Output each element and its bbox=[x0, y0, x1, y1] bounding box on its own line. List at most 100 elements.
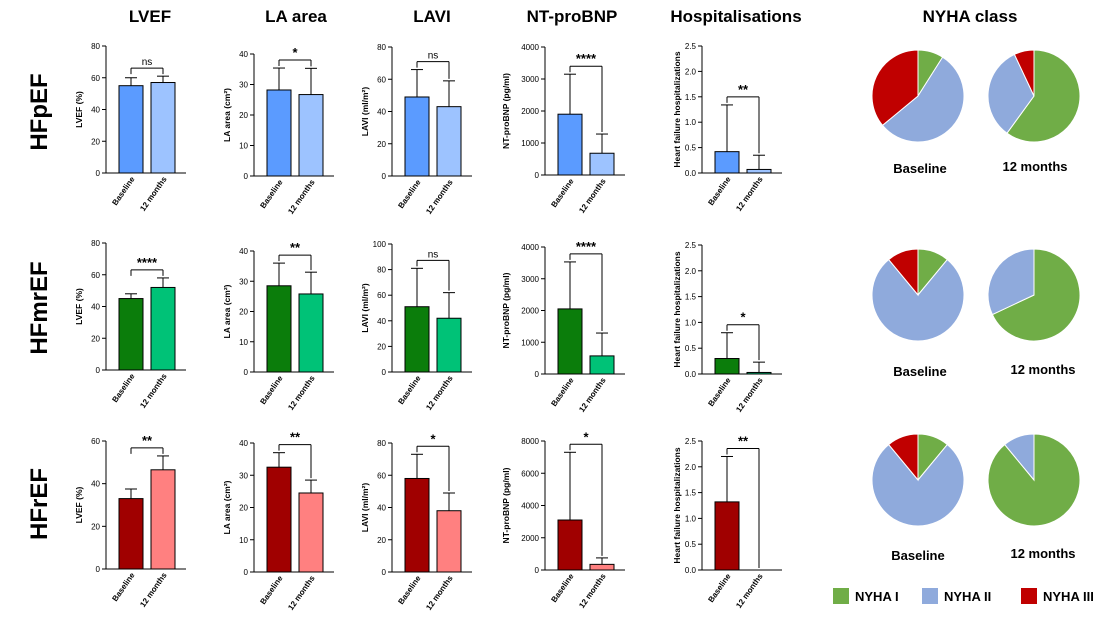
row-label-hfpef: HFpEF bbox=[26, 73, 53, 150]
legend-label-nyha-ii: NYHA II bbox=[944, 589, 991, 604]
sig-label: **** bbox=[576, 51, 597, 66]
panel-hfmref-la-area: 0 10 20 30 40 LA area (cm²) Baseline 12 months *… bbox=[222, 240, 334, 412]
y-tick-label: 60 bbox=[91, 271, 100, 280]
y-axis-label: LAVI (ml/m²) bbox=[360, 283, 370, 333]
y-tick-label: 2.5 bbox=[685, 241, 697, 250]
pie-caption-hfpef-baseline: Baseline bbox=[893, 161, 946, 176]
sig-label: ** bbox=[142, 433, 153, 448]
y-tick-label: 1.0 bbox=[685, 118, 697, 127]
pie-slice-nyha-ii bbox=[871, 443, 965, 527]
y-tick-label: 2.0 bbox=[685, 267, 697, 276]
legend-swatch-nyha-ii bbox=[922, 588, 938, 604]
y-tick-label: 30 bbox=[239, 81, 248, 90]
x-tick-label: Baseline bbox=[110, 571, 137, 604]
bar-baseline bbox=[557, 113, 583, 176]
y-tick-label: 0 bbox=[535, 566, 540, 575]
y-tick-label: 2000 bbox=[521, 534, 539, 543]
y-tick-label: 2000 bbox=[521, 307, 539, 316]
pie-slice-nyha-iii bbox=[1013, 49, 1035, 97]
y-tick-label: 60 bbox=[91, 437, 100, 446]
bar-baseline bbox=[118, 298, 144, 371]
y-tick-label: 0.5 bbox=[685, 144, 697, 153]
panel-hfpef-lvef: 0 20 40 60 80 LVEF (%) Baseline 12 months ns bbox=[74, 42, 186, 213]
bar-12-months bbox=[436, 510, 462, 573]
pie-slice-nyha-ii bbox=[987, 53, 1035, 134]
x-tick-label: Baseline bbox=[706, 572, 733, 605]
y-tick-label: 0.0 bbox=[685, 566, 697, 575]
x-tick-label: Baseline bbox=[706, 175, 733, 208]
x-tick-label: 12 months bbox=[424, 574, 455, 612]
y-axis-label: LAVI (ml/m²) bbox=[360, 87, 370, 137]
y-tick-label: 10 bbox=[239, 536, 248, 545]
y-tick-label: 1.5 bbox=[685, 489, 697, 498]
y-tick-label: 4000 bbox=[521, 502, 539, 511]
y-tick-label: 3000 bbox=[521, 275, 539, 284]
x-tick-label: Baseline bbox=[549, 177, 576, 210]
bar-baseline bbox=[557, 308, 583, 375]
sig-label: * bbox=[740, 310, 746, 325]
y-tick-label: 40 bbox=[377, 317, 386, 326]
y-tick-label: 4000 bbox=[521, 243, 539, 252]
y-tick-label: 80 bbox=[91, 42, 100, 51]
x-tick-label: 12 months bbox=[577, 376, 608, 414]
nyha-legend: NYHA I NYHA II NYHA III bbox=[833, 588, 1094, 604]
pie-caption-hfmref-baseline: Baseline bbox=[893, 364, 946, 379]
panel-hfpef-lavi: 0 20 40 60 80 LAVI (ml/m²) Baseline 12 months ns bbox=[360, 43, 472, 216]
y-axis-label: Heart failure hospitalizations bbox=[672, 251, 682, 367]
y-tick-label: 20 bbox=[239, 111, 248, 120]
bar-baseline bbox=[266, 466, 292, 573]
y-tick-label: 0.5 bbox=[685, 540, 697, 549]
y-tick-label: 100 bbox=[373, 240, 387, 249]
col-header-hospitalisations: Hospitalisations bbox=[670, 7, 801, 26]
legend-label-nyha-i: NYHA I bbox=[855, 589, 899, 604]
panel-hfref-lvef: 0 20 40 60 LVEF (%) Baseline 12 months ** bbox=[74, 433, 186, 609]
y-tick-label: 80 bbox=[91, 239, 100, 248]
y-axis-label: LVEF (%) bbox=[74, 91, 84, 128]
y-axis-label: LA area (cm²) bbox=[222, 480, 232, 534]
y-tick-label: 80 bbox=[377, 43, 386, 52]
x-tick-label: Baseline bbox=[396, 574, 423, 607]
sig-label: ns bbox=[428, 51, 439, 62]
y-tick-label: 20 bbox=[239, 504, 248, 513]
y-axis-label: LA area (cm²) bbox=[222, 88, 232, 142]
y-axis-label: LA area (cm²) bbox=[222, 284, 232, 338]
y-tick-label: 40 bbox=[239, 439, 248, 448]
x-tick-label: Baseline bbox=[706, 376, 733, 409]
bar-12-months bbox=[746, 168, 772, 174]
x-tick-label: 12 months bbox=[734, 175, 765, 213]
sig-label: ** bbox=[290, 430, 301, 445]
row-label-hfref: HFrEF bbox=[26, 468, 53, 540]
pie-slice-nyha-ii bbox=[881, 56, 965, 143]
col-header-nyha-class: NYHA class bbox=[923, 7, 1018, 26]
y-axis-label: Heart failure hospitalizations bbox=[672, 447, 682, 563]
x-tick-label: 12 months bbox=[286, 374, 317, 412]
pie-caption-hfmref-12m: 12 months bbox=[1010, 362, 1075, 377]
bar-12-months bbox=[150, 82, 176, 174]
y-tick-label: 80 bbox=[377, 266, 386, 275]
y-axis-label: NT-proBNP (pg/ml) bbox=[501, 272, 511, 348]
x-tick-label: 12 months bbox=[734, 376, 765, 414]
y-tick-label: 0 bbox=[96, 565, 101, 574]
bar-baseline bbox=[714, 501, 740, 571]
pie-slice-nyha-iii bbox=[871, 49, 919, 127]
pie-caption-hfref-baseline: Baseline bbox=[891, 548, 944, 563]
x-tick-label: Baseline bbox=[549, 376, 576, 409]
y-tick-label: 40 bbox=[239, 247, 248, 256]
y-tick-label: 0.0 bbox=[685, 370, 697, 379]
y-tick-label: 0 bbox=[535, 171, 540, 180]
sig-label: * bbox=[430, 431, 436, 446]
y-tick-label: 20 bbox=[91, 522, 100, 531]
sig-label: **** bbox=[576, 239, 597, 254]
x-tick-label: Baseline bbox=[258, 374, 285, 407]
bar-12-months bbox=[298, 492, 324, 573]
sig-label: ** bbox=[738, 82, 749, 97]
y-tick-label: 20 bbox=[377, 536, 386, 545]
sig-label: ** bbox=[738, 433, 749, 448]
pie-hfmref-nyha-baseline bbox=[871, 248, 965, 342]
y-axis-label: NT-proBNP (pg/ml) bbox=[501, 467, 511, 543]
bar-12-months bbox=[150, 469, 176, 570]
y-tick-label: 40 bbox=[91, 480, 100, 489]
y-tick-label: 0 bbox=[96, 169, 101, 178]
y-tick-label: 1.5 bbox=[685, 293, 697, 302]
